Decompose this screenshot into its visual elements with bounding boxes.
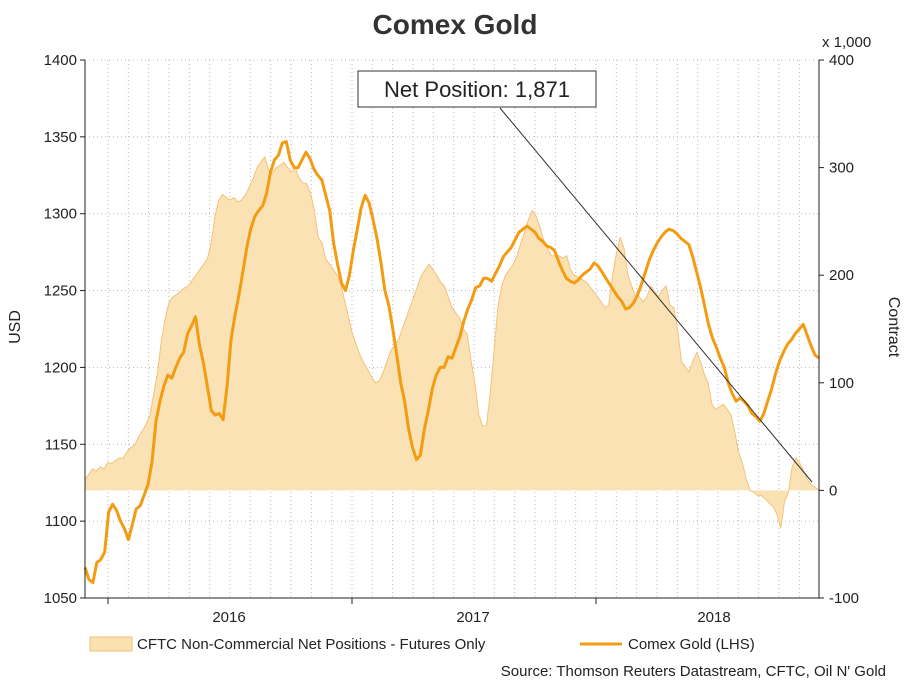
gold-price-line [83,140,820,585]
annotation-text: Net Position: 1,871 [384,77,570,102]
left-axis-label: USD [7,310,24,344]
left-tick-label: 1300 [44,206,77,223]
left-tick-label: 1100 [45,513,77,530]
left-tick-label: 1200 [44,359,77,376]
legend-label-net-positions: CFTC Non-Commercial Net Positions - Futu… [137,636,486,653]
gold-price-path [83,140,820,585]
right-tick-label: 200 [829,267,854,284]
left-tick-label: 1350 [44,129,77,146]
left-tick-label: 1250 [44,283,77,300]
source-note: Source: Thomson Reuters Datastream, CFTC… [501,663,886,680]
right-tick-label: 100 [829,375,854,392]
right-tick-label: 400 [829,52,854,69]
right-axis-unit: x 1,000 [822,34,871,51]
annotation-leader-line [499,107,813,483]
x-tick-label: 2017 [456,609,489,626]
legend-label-gold: Comex Gold (LHS) [628,636,755,653]
net-positions-fill [85,156,819,529]
x-tick-label: 2016 [212,609,245,626]
right-tick-label: 300 [829,160,854,177]
net-positions-area [84,155,820,529]
left-tick-label: 1050 [44,590,77,607]
legend: CFTC Non-Commercial Net Positions - Futu… [89,636,755,653]
right-axis-label: Contract [885,297,902,358]
net-positions-edge [84,155,820,529]
right-tick-label: 0 [829,482,837,499]
left-tick-label: 1150 [45,436,77,453]
x-tick-label: 2018 [697,609,730,626]
right-tick-label: -100 [829,590,859,607]
left-tick-label: 1400 [44,52,77,69]
axes: 1050 1100 1150 1200 1250 1300 1350 1400 -100 0 100… [44,52,859,626]
legend-symbol-area [89,636,133,652]
chart-title: Comex Gold [373,9,538,40]
annotation-box [357,70,597,108]
